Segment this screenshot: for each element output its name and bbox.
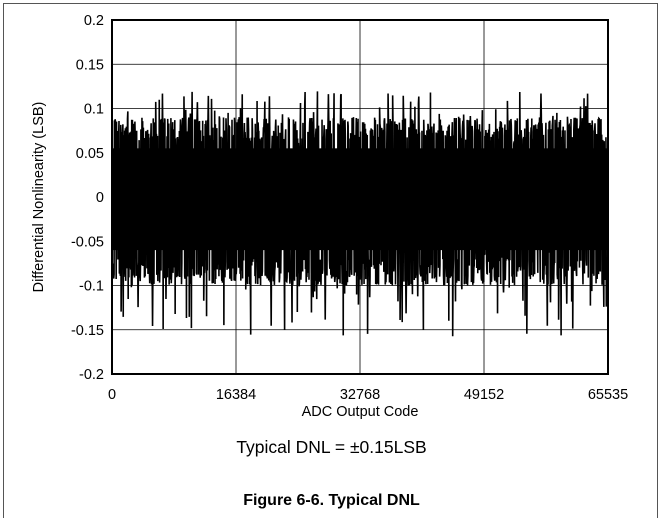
figure-frame <box>3 3 658 518</box>
x-tick-label: 32768 <box>340 387 380 403</box>
x-tick-label: 0 <box>108 387 116 403</box>
y-axis-title: Differential Nonlinearity (LSB) <box>31 102 47 293</box>
dnl-chart: 0.2 0.15 0.1 0.05 0 -0.05 -0.1 -0.15 -0.2 0 16384… <box>31 13 628 420</box>
x-tick-label: 65535 <box>588 387 628 403</box>
y-tick-label: 0.15 <box>76 57 104 73</box>
y-tick-label: -0.2 <box>79 367 104 383</box>
dnl-note: Typical DNL = ±0.15LSB <box>236 437 427 457</box>
y-tick-label: 0 <box>96 190 104 206</box>
dnl-trace <box>112 91 608 337</box>
y-tick-labels: 0.2 0.15 0.1 0.05 0 -0.05 -0.1 -0.15 -0.2 <box>71 13 104 383</box>
y-tick-label: -0.1 <box>79 279 104 295</box>
y-tick-label: -0.15 <box>71 323 104 339</box>
y-tick-label: 0.2 <box>84 13 104 29</box>
dnl-dense-band <box>113 148 607 251</box>
y-tick-label: 0.1 <box>84 102 104 118</box>
x-tick-labels: 0 16384 32768 49152 65535 <box>108 387 628 403</box>
figure-caption: Figure 6-6. Typical DNL <box>243 492 420 509</box>
x-tick-label: 49152 <box>464 387 504 403</box>
plot-border <box>111 19 609 375</box>
y-tick-label: -0.05 <box>71 234 104 250</box>
x-axis-title: ADC Output Code <box>302 404 419 420</box>
x-tick-label: 16384 <box>216 387 256 403</box>
y-tick-label: 0.05 <box>76 146 104 162</box>
